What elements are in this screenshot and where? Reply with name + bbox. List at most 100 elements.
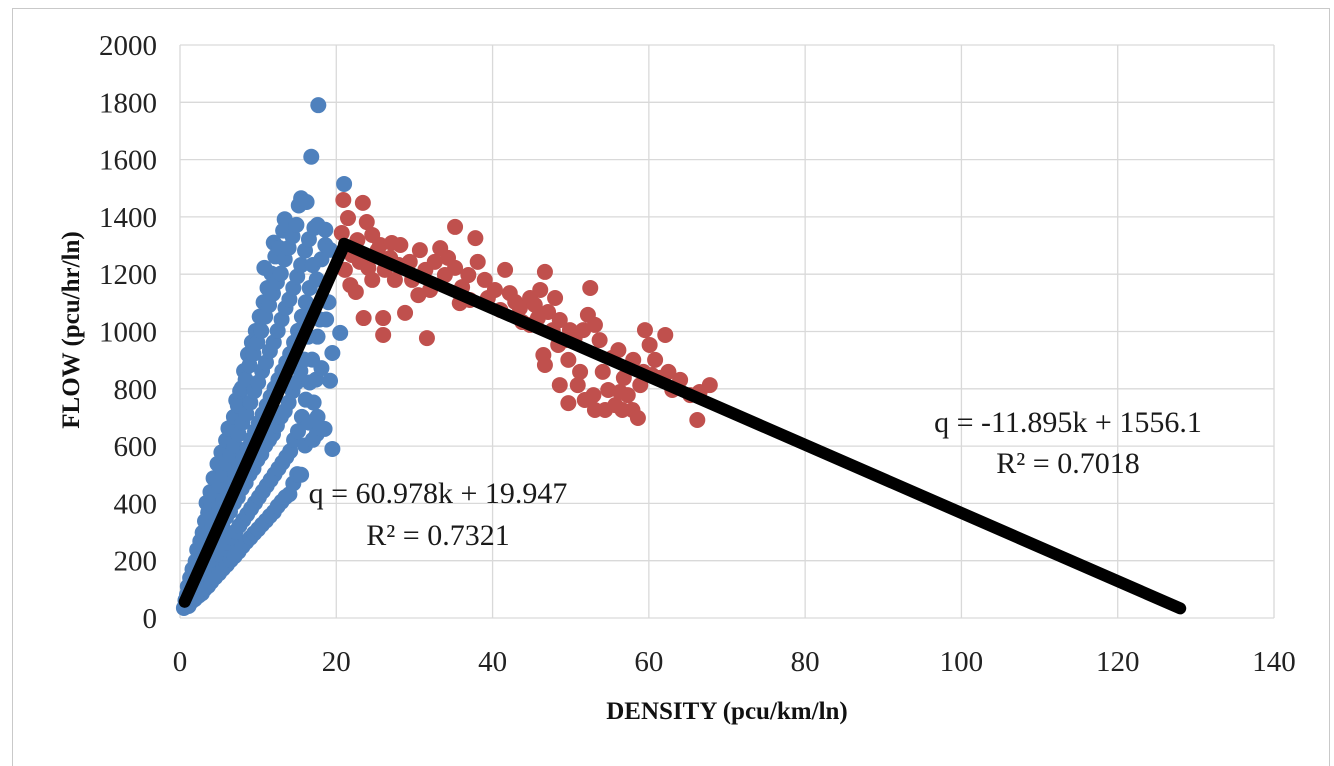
data-point: [358, 214, 375, 231]
data-point: [614, 402, 631, 419]
data-point: [460, 267, 477, 284]
data-point: [293, 257, 310, 274]
data-point: [532, 281, 549, 298]
x-tick-label: 20: [322, 646, 351, 678]
trendline-r2-label: R² = 0.7321: [366, 519, 509, 552]
data-point: [569, 377, 586, 394]
y-axis-tick-labels: 0 200 400 600 800 1000 1200 1400 1600 1800 2000: [99, 30, 157, 635]
chart-frame: [12, 8, 1330, 766]
x-tick-label: 140: [1252, 646, 1296, 678]
data-point: [253, 322, 270, 339]
y-tick-label: 200: [114, 546, 158, 578]
data-point: [364, 271, 381, 288]
y-tick-label: 0: [143, 603, 158, 635]
data-point: [636, 322, 653, 339]
data-point: [410, 287, 427, 304]
data-point: [547, 289, 564, 306]
data-point: [560, 395, 577, 412]
data-point: [411, 242, 428, 259]
data-point: [347, 283, 364, 300]
data-point: [333, 224, 350, 241]
data-point: [497, 261, 514, 278]
x-axis-tick-labels: 0 20 40 60 80 100 120 140: [173, 646, 1296, 678]
y-tick-label: 1800: [99, 87, 157, 119]
data-point: [383, 234, 400, 251]
data-point: [375, 326, 392, 343]
data-point: [647, 351, 664, 368]
trendline-1: [178, 239, 351, 608]
data-point: [560, 351, 577, 368]
data-point: [629, 410, 646, 427]
x-tick-label: 60: [634, 646, 663, 678]
data-point: [689, 412, 706, 429]
x-tick-label: 40: [478, 646, 507, 678]
data-point: [576, 391, 593, 408]
y-tick-label: 1000: [99, 317, 157, 349]
data-point: [335, 191, 352, 208]
y-tick-label: 800: [114, 374, 158, 406]
data-point: [298, 194, 315, 211]
data-point: [426, 253, 443, 270]
trendline-equation-label: q = -11.895k + 1556.1: [934, 406, 1202, 439]
x-tick-label: 100: [940, 646, 984, 678]
y-tick-label: 1400: [99, 202, 157, 234]
data-point: [313, 360, 330, 377]
data-point: [641, 336, 658, 353]
data-point: [511, 300, 528, 317]
data-point: [332, 324, 349, 341]
trendline-equation-label: q = 60.978k + 19.947: [309, 477, 568, 510]
data-point: [386, 271, 403, 288]
data-point: [436, 267, 453, 284]
y-tick-label: 1200: [99, 259, 157, 291]
y-tick-label: 2000: [99, 30, 157, 62]
y-tick-label: 600: [114, 431, 158, 463]
trendlines: [178, 237, 1187, 615]
data-point: [594, 363, 611, 380]
data-point: [375, 310, 392, 327]
data-point: [536, 357, 553, 374]
data-point: [467, 230, 484, 247]
data-point: [486, 281, 503, 298]
y-axis-title: FLOW (pcu/hr/ln): [58, 231, 85, 429]
data-point: [611, 383, 628, 400]
data-point: [582, 279, 599, 296]
data-point: [305, 394, 322, 411]
data-point: [551, 312, 568, 329]
data-point: [324, 440, 341, 457]
data-point: [476, 271, 493, 288]
data-point: [610, 342, 627, 359]
data-point: [289, 423, 306, 440]
data-point: [318, 311, 335, 328]
data-point: [536, 263, 553, 280]
data-point: [657, 326, 674, 343]
data-point: [303, 148, 320, 165]
data-point: [310, 97, 327, 114]
x-tick-label: 120: [1096, 646, 1140, 678]
trendline-labels: q = 60.978k + 19.947 R² = 0.7321 q = -11.8…: [309, 406, 1202, 552]
y-tick-label: 1600: [99, 145, 157, 177]
data-point: [272, 265, 289, 282]
data-point: [237, 371, 254, 388]
series-1-points: [175, 97, 353, 616]
data-point: [322, 372, 339, 389]
data-point: [397, 304, 414, 321]
y-tick-label: 400: [114, 488, 158, 520]
data-point: [591, 332, 608, 349]
data-point: [660, 363, 677, 380]
data-point: [701, 377, 718, 394]
data-point: [355, 310, 372, 327]
data-point: [336, 175, 353, 192]
data-point: [324, 344, 341, 361]
trendline-r2-label: R² = 0.7018: [996, 447, 1139, 480]
data-point: [526, 296, 543, 313]
data-point: [309, 328, 326, 345]
data-point: [354, 194, 371, 211]
data-point: [288, 216, 305, 233]
series-2-points: [333, 191, 718, 429]
data-point: [572, 363, 589, 380]
data-point: [551, 377, 568, 394]
data-point: [340, 210, 357, 227]
data-point: [297, 294, 314, 311]
data-point: [586, 316, 603, 333]
